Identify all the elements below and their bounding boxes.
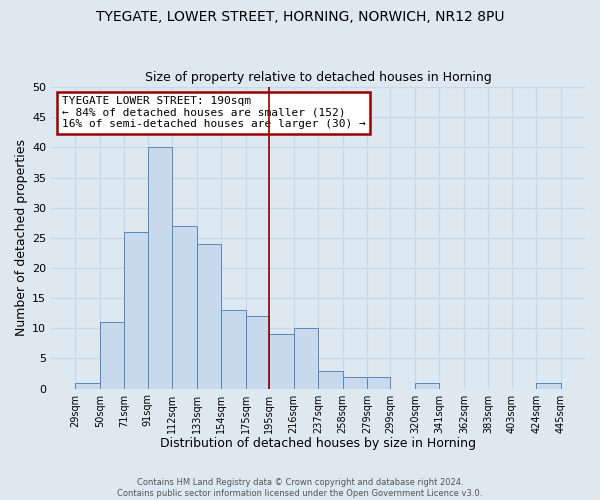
Text: TYEGATE, LOWER STREET, HORNING, NORWICH, NR12 8PU: TYEGATE, LOWER STREET, HORNING, NORWICH,…: [96, 10, 504, 24]
Text: TYEGATE LOWER STREET: 190sqm
← 84% of detached houses are smaller (152)
16% of s: TYEGATE LOWER STREET: 190sqm ← 84% of de…: [62, 96, 365, 130]
Text: Contains HM Land Registry data © Crown copyright and database right 2024.
Contai: Contains HM Land Registry data © Crown c…: [118, 478, 482, 498]
Bar: [246, 316, 269, 388]
Bar: [148, 148, 172, 388]
Bar: [343, 376, 367, 388]
Bar: [293, 328, 318, 388]
Bar: [124, 232, 148, 388]
Bar: [172, 226, 197, 388]
Bar: [269, 334, 293, 388]
Y-axis label: Number of detached properties: Number of detached properties: [15, 140, 28, 336]
X-axis label: Distribution of detached houses by size in Horning: Distribution of detached houses by size …: [160, 437, 476, 450]
Bar: [318, 370, 343, 388]
Title: Size of property relative to detached houses in Horning: Size of property relative to detached ho…: [145, 72, 491, 85]
Bar: [100, 322, 124, 388]
Bar: [367, 376, 391, 388]
Bar: [415, 382, 439, 388]
Bar: [197, 244, 221, 388]
Bar: [536, 382, 561, 388]
Bar: [221, 310, 246, 388]
Bar: [76, 382, 100, 388]
